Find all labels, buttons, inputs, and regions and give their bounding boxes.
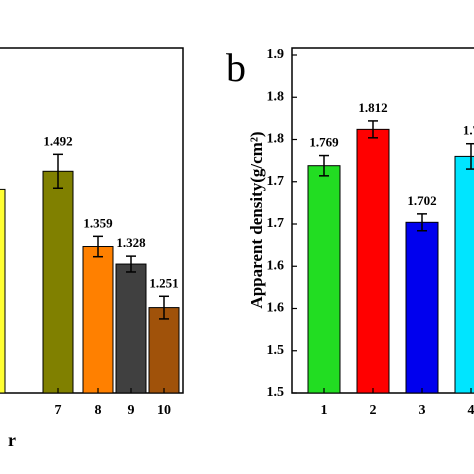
bar bbox=[405, 221, 439, 394]
x-tick-label: 1 bbox=[321, 403, 328, 418]
x-axis-label: r bbox=[8, 430, 16, 450]
value-label: 1.769 bbox=[309, 135, 339, 150]
bar bbox=[0, 188, 6, 394]
value-label: 1.702 bbox=[407, 193, 436, 208]
value-label: 1.251 bbox=[149, 275, 178, 290]
x-tick-label: 4 bbox=[468, 403, 474, 418]
y-tick-label: 1.7 bbox=[267, 216, 285, 231]
y-tick-label: 1.6 bbox=[267, 258, 285, 273]
bar bbox=[356, 128, 390, 394]
bar bbox=[307, 165, 341, 394]
panel-label: b bbox=[226, 45, 246, 90]
y-tick-label: 1.6 bbox=[267, 301, 285, 316]
y-tick-label: 1.8 bbox=[267, 89, 285, 104]
bar bbox=[148, 307, 180, 394]
bar bbox=[42, 170, 74, 394]
bar bbox=[454, 155, 474, 394]
y-tick-label: 1.7 bbox=[267, 174, 285, 189]
y-tick-label: 1.9 bbox=[267, 47, 285, 62]
x-tick-label: 8 bbox=[95, 403, 102, 418]
y-tick-label: 1.8 bbox=[267, 132, 285, 147]
value-label: 1.7 bbox=[463, 123, 474, 138]
x-tick-label: 3 bbox=[419, 403, 426, 418]
value-label: 1.328 bbox=[116, 235, 146, 250]
x-tick-label: 9 bbox=[128, 403, 135, 418]
y-tick-label: 1.5 bbox=[267, 385, 285, 400]
x-tick-label: 7 bbox=[55, 403, 62, 418]
x-tick-label: 2 bbox=[370, 403, 377, 418]
y-axis-label: Apparent density(g/cm²) bbox=[247, 131, 266, 308]
bar bbox=[82, 246, 114, 394]
value-label: 1.359 bbox=[83, 215, 113, 230]
value-label: 1.812 bbox=[358, 100, 387, 115]
bar bbox=[115, 263, 147, 394]
y-tick-label: 1.5 bbox=[267, 343, 285, 358]
value-label: 1.492 bbox=[43, 133, 72, 148]
x-tick-label: 10 bbox=[157, 403, 171, 418]
